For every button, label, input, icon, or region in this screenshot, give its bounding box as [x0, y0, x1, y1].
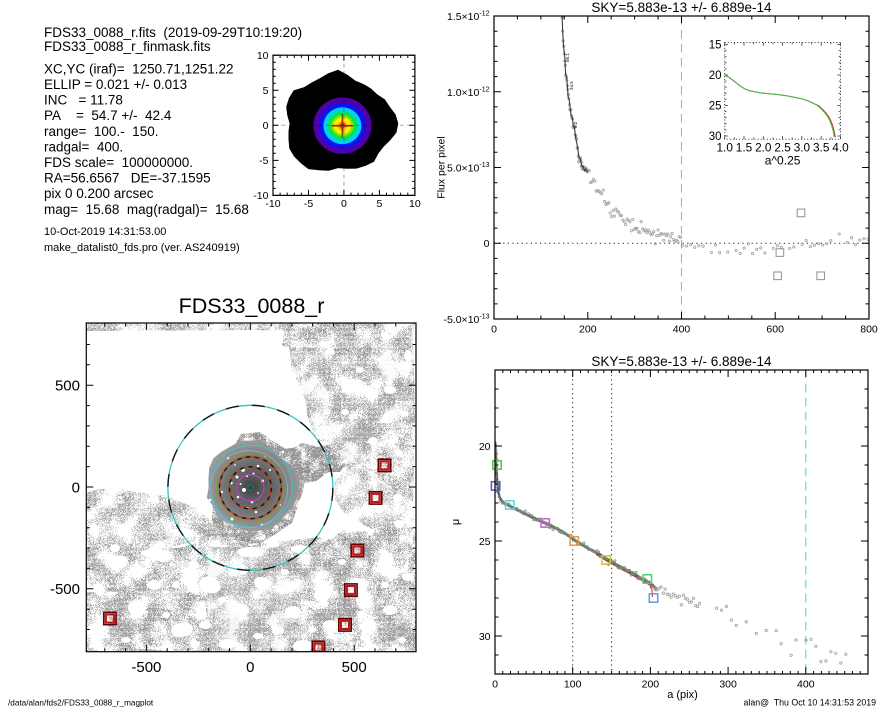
svg-text:8.2: 8.2 [573, 121, 578, 128]
svg-text:5: 5 [376, 198, 382, 210]
svg-text:range= 100.- 150.: range= 100.- 150. [44, 124, 158, 139]
svg-text:3.0: 3.0 [794, 141, 811, 155]
svg-text:30: 30 [709, 131, 722, 143]
svg-text:10-Oct-2019 14:31:53.00: 10-Oct-2019 14:31:53.00 [44, 226, 166, 238]
svg-text:mag= 15.68 mag(radgal)= 15.: mag= 15.68 mag(radgal)= 15.68 [44, 202, 249, 217]
svg-text:-5: -5 [259, 155, 268, 167]
svg-text:600: 600 [766, 324, 784, 336]
svg-text:0: 0 [491, 324, 497, 336]
svg-text:2.0: 2.0 [755, 141, 772, 155]
svg-text:XC,YC (iraf)= 1250.71,1251.22: XC,YC (iraf)= 1250.71,1251.22 [44, 61, 234, 76]
svg-text:10: 10 [257, 50, 269, 62]
svg-text:alan@ Thu Oct 10 14:31:53 201: alan@ Thu Oct 10 14:31:53 2019 [743, 698, 876, 708]
svg-text:-10: -10 [265, 198, 280, 210]
svg-text:FDS33_0088_r_finmask.fits: FDS33_0088_r_finmask.fits [44, 39, 211, 54]
svg-text:a (pix): a (pix) [667, 689, 698, 701]
svg-text:500: 500 [342, 659, 367, 676]
svg-text:1.0: 1.0 [716, 141, 733, 155]
svg-text:ELLIP = 0.021 +/- 0.013: ELLIP = 0.021 +/- 0.013 [44, 77, 187, 92]
svg-text:10: 10 [409, 198, 421, 210]
svg-text:PA = 54.7 +/- 42.4: PA = 54.7 +/- 42.4 [44, 108, 172, 123]
svg-text:5.0×10-13: 5.0×10-13 [447, 162, 490, 174]
svg-text:a^0.25: a^0.25 [765, 154, 801, 168]
svg-text:Flux per pixel: Flux per pixel [436, 136, 448, 198]
svg-text:0: 0 [341, 198, 347, 210]
svg-text:-5.0×10-13: -5.0×10-13 [443, 314, 489, 326]
svg-text:15: 15 [709, 40, 722, 52]
svg-text:2.5: 2.5 [774, 141, 791, 155]
svg-text:0: 0 [263, 120, 269, 132]
svg-text:20: 20 [479, 441, 491, 453]
svg-text:800: 800 [860, 324, 878, 336]
svg-text:34.5: 34.5 [569, 81, 574, 90]
svg-text:-500: -500 [131, 659, 161, 676]
svg-text:RA=56.6567 DE=-37.1595: RA=56.6567 DE=-37.1595 [44, 171, 211, 186]
svg-text:100: 100 [564, 679, 582, 691]
svg-text:0: 0 [246, 659, 254, 676]
svg-text:400: 400 [797, 679, 815, 691]
svg-text:μ: μ [450, 519, 462, 525]
svg-text:-500: -500 [50, 581, 80, 598]
svg-text:200: 200 [579, 324, 597, 336]
svg-text:4.0: 4.0 [832, 141, 849, 155]
svg-text:FDS scale= 100000000.: FDS scale= 100000000. [44, 155, 193, 170]
svg-text:-10: -10 [253, 190, 268, 202]
svg-text:INC = 11.78: INC = 11.78 [44, 93, 123, 108]
svg-text:1.5×10-12: 1.5×10-12 [447, 11, 490, 23]
svg-text:300: 300 [719, 679, 737, 691]
svg-text:56.1: 56.1 [565, 53, 570, 62]
svg-text:30: 30 [479, 631, 491, 643]
svg-text:0: 0 [72, 479, 80, 496]
svg-text:25: 25 [709, 101, 722, 113]
svg-text:1.5: 1.5 [736, 141, 753, 155]
svg-text:5: 5 [263, 85, 269, 97]
svg-text:20: 20 [709, 70, 722, 82]
svg-text:1.0×10-12: 1.0×10-12 [447, 87, 490, 99]
svg-text:200: 200 [642, 679, 660, 691]
svg-text:FDS33_0088_r: FDS33_0088_r [179, 294, 325, 318]
svg-text:/data/alan/fds2/FDS33_0088_r_m: /data/alan/fds2/FDS33_0088_r_magplot [8, 699, 154, 708]
svg-text:500: 500 [55, 378, 80, 395]
svg-text:0: 0 [492, 679, 498, 691]
svg-text:0: 0 [484, 238, 490, 250]
svg-text:3.5: 3.5 [813, 141, 830, 155]
svg-text:SKY=5.883e-13 +/- 6.889e-14: SKY=5.883e-13 +/- 6.889e-14 [591, 0, 772, 15]
svg-text:make_datalist0_fds.pro (ver. A: make_datalist0_fds.pro (ver. AS240919) [44, 242, 240, 254]
svg-text:SKY=5.883e-13 +/- 6.889e-14: SKY=5.883e-13 +/- 6.889e-14 [591, 354, 772, 369]
svg-text:FDS33_0088_r.fits (2019-09-29: FDS33_0088_r.fits (2019-09-29T10:19:20) [44, 25, 302, 40]
svg-text:radgal= 400.: radgal= 400. [44, 139, 123, 154]
svg-text:pix 0 0.200 arcsec: pix 0 0.200 arcsec [44, 186, 154, 201]
svg-text:400: 400 [673, 324, 691, 336]
svg-text:-5: -5 [304, 198, 313, 210]
svg-text:25: 25 [479, 536, 491, 548]
